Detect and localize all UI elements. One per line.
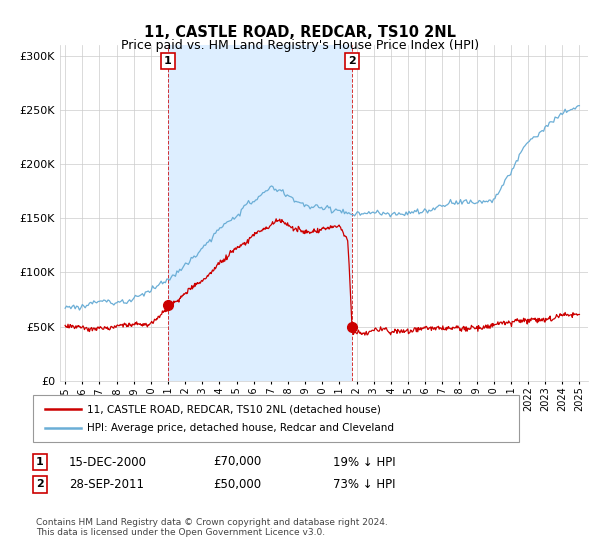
- Text: Contains HM Land Registry data © Crown copyright and database right 2024.
This d: Contains HM Land Registry data © Crown c…: [36, 518, 388, 538]
- Text: 11, CASTLE ROAD, REDCAR, TS10 2NL: 11, CASTLE ROAD, REDCAR, TS10 2NL: [144, 25, 456, 40]
- Text: £70,000: £70,000: [213, 455, 261, 469]
- Bar: [168, 45, 352, 381]
- Text: 2: 2: [36, 479, 44, 489]
- Text: £50,000: £50,000: [213, 478, 261, 491]
- Text: 28-SEP-2011: 28-SEP-2011: [69, 478, 144, 491]
- Text: 11, CASTLE ROAD, REDCAR, TS10 2NL (detached house): 11, CASTLE ROAD, REDCAR, TS10 2NL (detac…: [87, 404, 381, 414]
- Text: Price paid vs. HM Land Registry's House Price Index (HPI): Price paid vs. HM Land Registry's House …: [121, 39, 479, 52]
- Text: HPI: Average price, detached house, Redcar and Cleveland: HPI: Average price, detached house, Redc…: [87, 423, 394, 433]
- Text: 1: 1: [164, 56, 172, 66]
- Text: 19% ↓ HPI: 19% ↓ HPI: [333, 455, 395, 469]
- Text: 73% ↓ HPI: 73% ↓ HPI: [333, 478, 395, 491]
- Text: 15-DEC-2000: 15-DEC-2000: [69, 455, 147, 469]
- Text: 1: 1: [36, 457, 44, 467]
- Text: 2: 2: [349, 56, 356, 66]
